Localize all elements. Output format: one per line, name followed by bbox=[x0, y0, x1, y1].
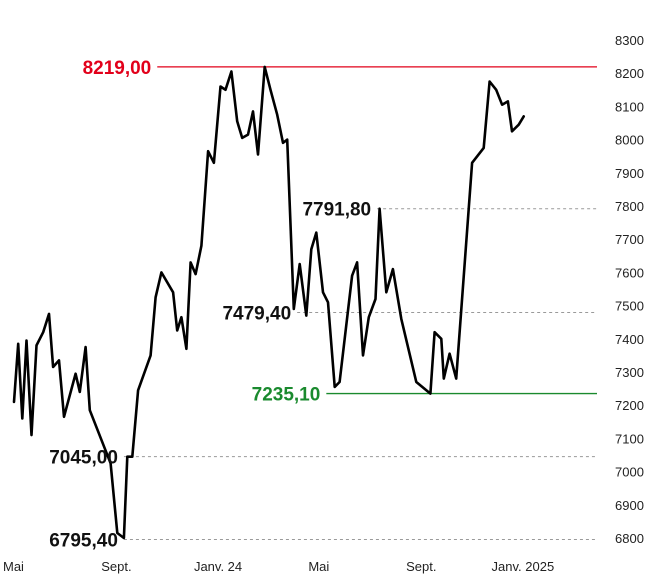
series-layer bbox=[12, 65, 526, 540]
annotation-label: 6795,40 bbox=[49, 531, 118, 552]
y-tick-label: 8000 bbox=[615, 133, 644, 148]
annotation-labels: 8219,00 7791,80 7479,40 7235,10 7045,00 6795,… bbox=[49, 58, 371, 552]
series-line bbox=[12, 65, 526, 540]
y-tick-label: 7900 bbox=[615, 166, 644, 181]
y-tick-label: 7700 bbox=[615, 232, 644, 247]
x-tick-label: Mai bbox=[3, 559, 24, 574]
y-tick-label: 8200 bbox=[615, 66, 644, 81]
x-tick-label: Mai bbox=[308, 559, 329, 574]
y-tick-label: 7100 bbox=[615, 431, 644, 446]
x-axis: Mai Sept. Janv. 24 Mai Sept. Janv. 2025 bbox=[3, 559, 554, 574]
x-tick-label: Janv. 2025 bbox=[492, 559, 555, 574]
y-tick-label: 7600 bbox=[615, 265, 644, 280]
y-tick-label: 8300 bbox=[615, 33, 644, 48]
y-tick-label: 7200 bbox=[615, 398, 644, 413]
y-tick-label: 7400 bbox=[615, 332, 644, 347]
y-tick-label: 7000 bbox=[615, 465, 644, 480]
annotation-label: 7235,10 bbox=[252, 385, 321, 406]
x-tick-label: Sept. bbox=[406, 559, 436, 574]
y-tick-label: 6900 bbox=[615, 498, 644, 513]
y-tick-label: 7300 bbox=[615, 365, 644, 380]
y-tick-label: 6800 bbox=[615, 531, 644, 546]
y-axis: 8300 8200 8100 8000 7900 7800 7700 7600 7500 7400… bbox=[615, 33, 644, 546]
y-tick-label: 8100 bbox=[615, 99, 644, 114]
y-tick-label: 7800 bbox=[615, 199, 644, 214]
y-tick-label: 7500 bbox=[615, 299, 644, 314]
x-tick-label: Sept. bbox=[101, 559, 131, 574]
x-tick-label: Janv. 24 bbox=[194, 559, 242, 574]
annotation-label: 7791,80 bbox=[302, 200, 371, 221]
annotation-label: 8219,00 bbox=[83, 58, 152, 79]
annotation-label: 7045,00 bbox=[49, 448, 118, 469]
annotation-label: 7479,40 bbox=[222, 303, 291, 324]
